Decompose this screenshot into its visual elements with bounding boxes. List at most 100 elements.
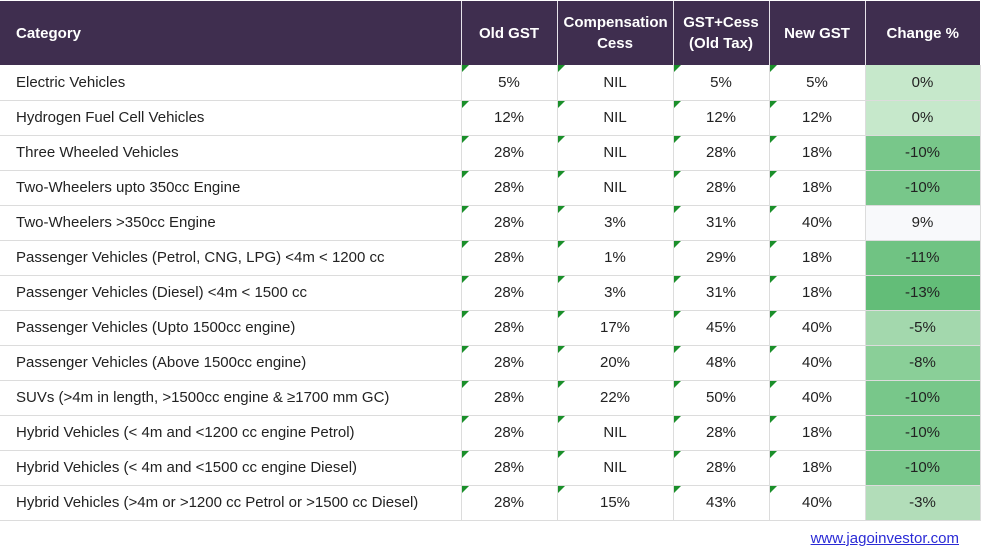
table-row: Electric Vehicles 5% NIL 5% 5% 0% xyxy=(0,65,981,101)
cell-change-percent: 0% xyxy=(865,100,981,136)
cell-change-percent: -10% xyxy=(865,415,981,451)
table-row: Three Wheeled Vehicles 28% NIL 28% 18% -10% xyxy=(0,135,981,171)
cell-new-gst: 18% xyxy=(769,135,866,171)
cell-category: Passenger Vehicles (Upto 1500cc engine) xyxy=(0,310,462,346)
cell-category: Two-Wheelers upto 350cc Engine xyxy=(0,170,462,206)
cell-new-gst: 18% xyxy=(769,415,866,451)
table-row: Passenger Vehicles (Petrol, CNG, LPG) <4… xyxy=(0,240,981,276)
header-change-percent: Change % xyxy=(865,1,980,65)
header-old-gst: Old GST xyxy=(461,1,558,65)
cell-gst-cess-old-tax: 28% xyxy=(673,135,770,171)
cell-change-percent: -10% xyxy=(865,450,981,486)
cell-change-percent: -10% xyxy=(865,170,981,206)
table-row: Passenger Vehicles (Diesel) <4m < 1500 c… xyxy=(0,275,981,311)
cell-category: Three Wheeled Vehicles xyxy=(0,135,462,171)
cell-old-gst: 28% xyxy=(461,275,558,311)
cell-category: Hybrid Vehicles (< 4m and <1500 cc engin… xyxy=(0,450,462,486)
cell-gst-cess-old-tax: 50% xyxy=(673,380,770,416)
cell-old-gst: 28% xyxy=(461,380,558,416)
cell-new-gst: 18% xyxy=(769,240,866,276)
cell-change-percent: -10% xyxy=(865,380,981,416)
table-row: SUVs (>4m in length, >1500cc engine & ≥1… xyxy=(0,380,981,416)
gst-comparison-table: Category Old GST Compensation Cess GST+C… xyxy=(0,1,981,521)
cell-compensation-cess: 17% xyxy=(557,310,674,346)
cell-category: Passenger Vehicles (Diesel) <4m < 1500 c… xyxy=(0,275,462,311)
cell-old-gst: 28% xyxy=(461,345,558,381)
table-row: Hybrid Vehicles (>4m or >1200 cc Petrol … xyxy=(0,485,981,521)
cell-change-percent: -5% xyxy=(865,310,981,346)
cell-old-gst: 28% xyxy=(461,135,558,171)
cell-category: Two-Wheelers >350cc Engine xyxy=(0,205,462,241)
cell-gst-cess-old-tax: 31% xyxy=(673,205,770,241)
cell-gst-cess-old-tax: 28% xyxy=(673,170,770,206)
table-row: Two-Wheelers upto 350cc Engine 28% NIL 28% 1… xyxy=(0,170,981,206)
header-row: Category Old GST Compensation Cess GST+C… xyxy=(0,1,980,65)
cell-change-percent: 0% xyxy=(865,65,981,101)
cell-category: Passenger Vehicles (Petrol, CNG, LPG) <4… xyxy=(0,240,462,276)
cell-old-gst: 28% xyxy=(461,450,558,486)
table-row: Hydrogen Fuel Cell Vehicles 12% NIL 12% 12% 0… xyxy=(0,100,981,136)
header-new-gst: New GST xyxy=(769,1,866,65)
cell-new-gst: 18% xyxy=(769,450,866,486)
cell-compensation-cess: NIL xyxy=(557,135,674,171)
cell-gst-cess-old-tax: 31% xyxy=(673,275,770,311)
table-row: Passenger Vehicles (Above 1500cc engine)… xyxy=(0,345,981,381)
cell-category: Electric Vehicles xyxy=(0,65,462,101)
cell-compensation-cess: 22% xyxy=(557,380,674,416)
cell-compensation-cess: 3% xyxy=(557,205,674,241)
cell-new-gst: 18% xyxy=(769,275,866,311)
cell-new-gst: 40% xyxy=(769,205,866,241)
cell-old-gst: 28% xyxy=(461,240,558,276)
cell-new-gst: 40% xyxy=(769,345,866,381)
cell-change-percent: -10% xyxy=(865,135,981,171)
cell-gst-cess-old-tax: 48% xyxy=(673,345,770,381)
cell-gst-cess-old-tax: 12% xyxy=(673,100,770,136)
cell-category: Hydrogen Fuel Cell Vehicles xyxy=(0,100,462,136)
table-row: Two-Wheelers >350cc Engine 28% 3% 31% 40% 9% xyxy=(0,205,981,241)
cell-gst-cess-old-tax: 43% xyxy=(673,485,770,521)
cell-gst-cess-old-tax: 5% xyxy=(673,65,770,101)
header-category: Category xyxy=(0,1,462,65)
table-row: Passenger Vehicles (Upto 1500cc engine) 2… xyxy=(0,310,981,346)
cell-new-gst: 12% xyxy=(769,100,866,136)
cell-old-gst: 28% xyxy=(461,310,558,346)
table-row: Hybrid Vehicles (< 4m and <1200 cc engin… xyxy=(0,415,981,451)
cell-new-gst: 40% xyxy=(769,310,866,346)
table-body: Electric Vehicles 5% NIL 5% 5% 0% Hydrogen Fue… xyxy=(0,65,981,521)
cell-compensation-cess: 15% xyxy=(557,485,674,521)
cell-compensation-cess: 3% xyxy=(557,275,674,311)
cell-gst-cess-old-tax: 45% xyxy=(673,310,770,346)
cell-compensation-cess: NIL xyxy=(557,450,674,486)
cell-old-gst: 28% xyxy=(461,205,558,241)
cell-compensation-cess: NIL xyxy=(557,65,674,101)
cell-compensation-cess: 1% xyxy=(557,240,674,276)
cell-old-gst: 28% xyxy=(461,170,558,206)
footer-website-link[interactable]: www.jagoinvestor.com xyxy=(810,530,959,547)
cell-old-gst: 12% xyxy=(461,100,558,136)
cell-old-gst: 28% xyxy=(461,485,558,521)
header-compensation-cess: Compensation Cess xyxy=(557,1,674,65)
cell-gst-cess-old-tax: 28% xyxy=(673,415,770,451)
cell-change-percent: -13% xyxy=(865,275,981,311)
cell-old-gst: 28% xyxy=(461,415,558,451)
cell-change-percent: -11% xyxy=(865,240,981,276)
cell-category: Hybrid Vehicles (>4m or >1200 cc Petrol … xyxy=(0,485,462,521)
header-gst-cess-old-tax: GST+Cess (Old Tax) xyxy=(673,1,770,65)
cell-new-gst: 18% xyxy=(769,170,866,206)
cell-category: SUVs (>4m in length, >1500cc engine & ≥1… xyxy=(0,380,462,416)
cell-old-gst: 5% xyxy=(461,65,558,101)
cell-new-gst: 5% xyxy=(769,65,866,101)
cell-gst-cess-old-tax: 28% xyxy=(673,450,770,486)
cell-category: Hybrid Vehicles (< 4m and <1200 cc engin… xyxy=(0,415,462,451)
cell-change-percent: -8% xyxy=(865,345,981,381)
cell-compensation-cess: 20% xyxy=(557,345,674,381)
cell-compensation-cess: NIL xyxy=(557,100,674,136)
table-row: Hybrid Vehicles (< 4m and <1500 cc engin… xyxy=(0,450,981,486)
cell-category: Passenger Vehicles (Above 1500cc engine) xyxy=(0,345,462,381)
cell-compensation-cess: NIL xyxy=(557,415,674,451)
cell-change-percent: 9% xyxy=(865,205,981,241)
cell-new-gst: 40% xyxy=(769,380,866,416)
cell-new-gst: 40% xyxy=(769,485,866,521)
cell-gst-cess-old-tax: 29% xyxy=(673,240,770,276)
